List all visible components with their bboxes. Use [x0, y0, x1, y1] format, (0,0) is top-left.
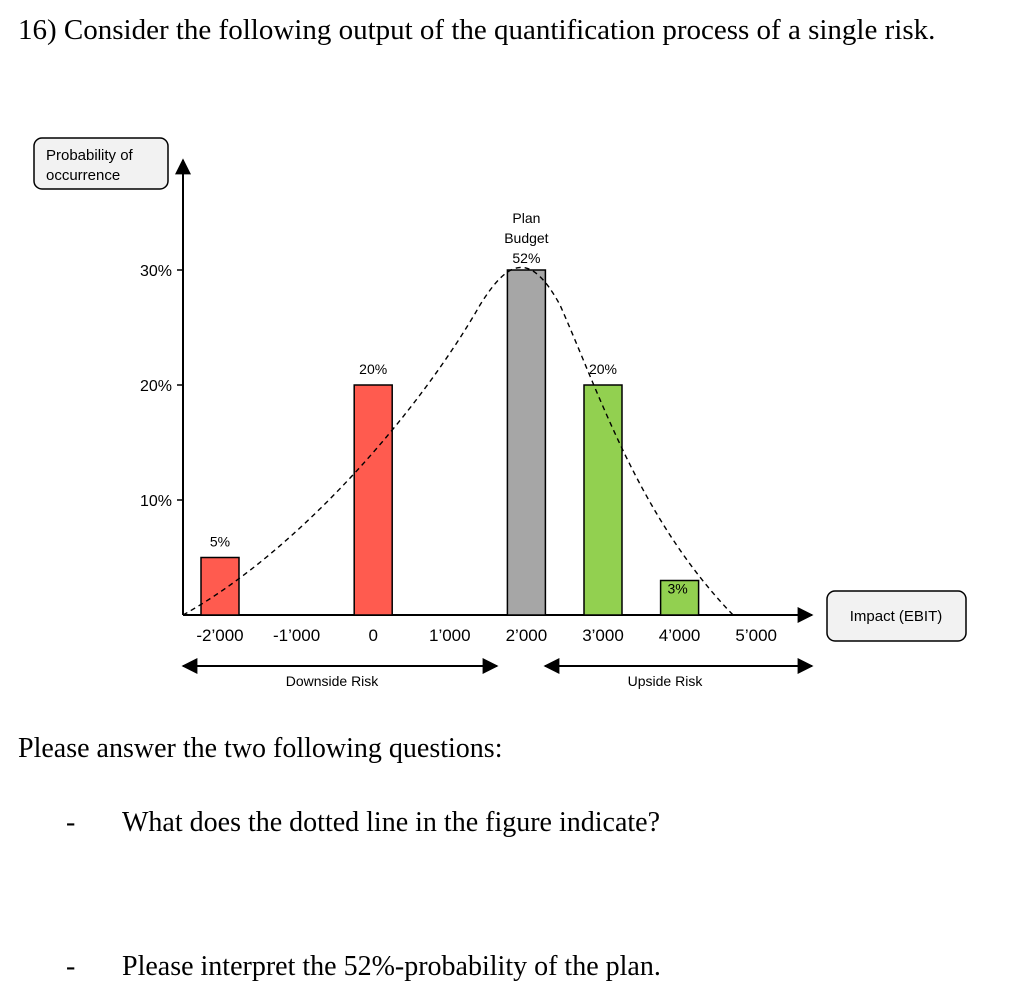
- bar: [353, 384, 393, 616]
- bar-label: 20%: [359, 361, 387, 377]
- bar-label: 20%: [589, 361, 617, 377]
- y-tick-label: 20%: [140, 378, 172, 395]
- bar-labels-group: 5% 20% Plan Budget 52% 20% 3%: [210, 210, 688, 597]
- x-tick-label: 1’000: [429, 626, 471, 645]
- x-tick-label: 2’000: [506, 626, 548, 645]
- x-tick-label: 4’000: [659, 626, 701, 645]
- y-axis-label-line1: Probability of: [46, 147, 134, 164]
- bullet-dash: -: [66, 807, 76, 838]
- bullet-dash: -: [66, 951, 76, 982]
- question-item-text: What does the dotted line in the figure …: [122, 807, 661, 838]
- bar-label: 52%: [512, 250, 540, 266]
- x-tick-label: 0: [368, 626, 377, 645]
- question-item-2: - Please interpret the 52%-probability o…: [0, 951, 1024, 991]
- bar: [506, 269, 547, 616]
- x-tick-label: -2’000: [196, 626, 243, 645]
- risk-range-label: Upside Risk: [628, 673, 704, 689]
- bar: [659, 579, 700, 616]
- bar: [200, 556, 240, 616]
- x-tick-label: 5’000: [735, 626, 777, 645]
- x-axis-ticks: -2’000 -1’000 0 1’000 2’000 3’000 4’000 5’000: [196, 626, 777, 645]
- dashed-distribution-curve: [182, 266, 736, 618]
- y-axis-label-box: Probability of occurrence: [33, 137, 169, 190]
- y-axis-label-line2: occurrence: [46, 167, 120, 184]
- risk-distribution-chart: Probability of occurrence 10% 20% 30% -2’0…: [33, 137, 967, 689]
- bar-label: Plan: [512, 210, 540, 226]
- question-item-text: Please interpret the 52%-probability of …: [122, 951, 661, 982]
- y-tick-label: 10%: [140, 493, 172, 510]
- risk-range-label: Downside Risk: [286, 673, 380, 689]
- bars-group: [200, 269, 700, 616]
- x-tick-label: 3’000: [582, 626, 624, 645]
- bar-label: 3%: [667, 581, 687, 597]
- y-axis-ticks: 10% 20% 30%: [140, 263, 183, 510]
- x-axis-label-box: Impact (EBIT): [826, 590, 967, 642]
- bar-label: Budget: [504, 230, 548, 246]
- question-item-1: - What does the dotted line in the figur…: [0, 807, 1024, 847]
- risk-ranges-group: Downside Risk Upside Risk: [181, 658, 814, 689]
- x-tick-label: -1’000: [273, 626, 320, 645]
- prompt-text: Please answer the two following question…: [18, 733, 503, 764]
- x-axis-label: Impact (EBIT): [850, 608, 943, 625]
- question-title: 16) Consider the following output of the…: [18, 14, 936, 46]
- bar: [583, 384, 623, 616]
- y-tick-label: 30%: [140, 263, 172, 280]
- bar-label: 5%: [210, 534, 230, 550]
